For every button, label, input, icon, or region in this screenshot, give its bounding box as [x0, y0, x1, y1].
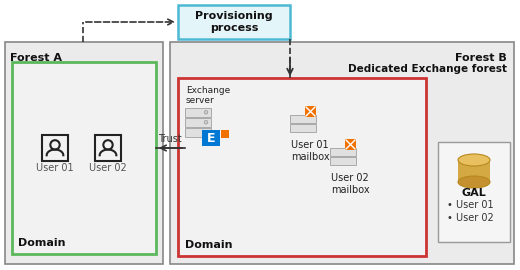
Text: User 02: User 02: [89, 163, 127, 173]
Text: E: E: [207, 131, 215, 144]
FancyBboxPatch shape: [330, 148, 356, 156]
FancyBboxPatch shape: [305, 106, 316, 117]
FancyBboxPatch shape: [185, 118, 211, 127]
FancyBboxPatch shape: [185, 128, 211, 137]
FancyBboxPatch shape: [170, 42, 514, 264]
FancyBboxPatch shape: [12, 62, 156, 254]
Text: • User 02: • User 02: [447, 213, 494, 223]
Circle shape: [204, 110, 208, 114]
Ellipse shape: [458, 176, 490, 188]
Ellipse shape: [458, 154, 490, 166]
FancyBboxPatch shape: [458, 160, 490, 182]
Text: • User 01: • User 01: [447, 200, 493, 210]
FancyBboxPatch shape: [345, 139, 356, 150]
FancyBboxPatch shape: [290, 115, 316, 123]
Text: Dedicated Exchange forest: Dedicated Exchange forest: [348, 64, 507, 74]
Text: Forest B: Forest B: [455, 53, 507, 63]
Text: GAL: GAL: [462, 188, 486, 198]
FancyBboxPatch shape: [438, 142, 510, 242]
Text: Exchange
server: Exchange server: [186, 86, 230, 105]
Text: Domain: Domain: [18, 238, 66, 248]
Text: User 02
mailbox: User 02 mailbox: [331, 173, 370, 195]
FancyBboxPatch shape: [290, 124, 316, 131]
FancyBboxPatch shape: [5, 42, 163, 264]
FancyBboxPatch shape: [202, 130, 220, 146]
Text: User 01: User 01: [36, 163, 74, 173]
FancyBboxPatch shape: [185, 108, 211, 116]
Circle shape: [204, 130, 208, 134]
Circle shape: [204, 120, 208, 124]
Text: Provisioning
process: Provisioning process: [195, 11, 273, 33]
FancyBboxPatch shape: [178, 5, 290, 39]
Text: Domain: Domain: [185, 240, 232, 250]
FancyBboxPatch shape: [221, 130, 229, 138]
Text: User 01
mailbox: User 01 mailbox: [291, 140, 330, 162]
FancyBboxPatch shape: [330, 157, 356, 164]
Text: Trust: Trust: [158, 134, 182, 144]
Text: Forest A: Forest A: [10, 53, 62, 63]
FancyBboxPatch shape: [178, 78, 426, 256]
